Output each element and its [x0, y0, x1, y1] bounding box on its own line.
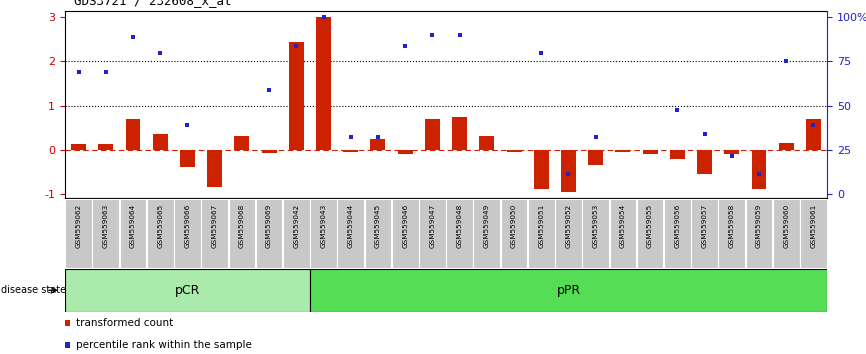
- Bar: [283, 199, 310, 268]
- Text: GSM559043: GSM559043: [320, 204, 326, 248]
- Bar: [664, 199, 691, 268]
- Text: pCR: pCR: [175, 284, 200, 297]
- Bar: [806, 119, 821, 150]
- Bar: [365, 199, 391, 268]
- Bar: [724, 150, 740, 154]
- Bar: [180, 150, 195, 167]
- Bar: [669, 150, 685, 159]
- Text: GSM559045: GSM559045: [375, 204, 381, 248]
- Text: GSM559060: GSM559060: [783, 204, 789, 248]
- Text: GSM559047: GSM559047: [430, 204, 436, 248]
- Text: GSM559063: GSM559063: [103, 204, 109, 248]
- Bar: [65, 199, 92, 268]
- Text: GSM559064: GSM559064: [130, 204, 136, 248]
- Bar: [697, 150, 712, 174]
- Text: transformed count: transformed count: [76, 318, 173, 329]
- Text: disease state: disease state: [1, 285, 66, 295]
- Bar: [310, 199, 337, 268]
- Bar: [255, 199, 282, 268]
- Text: GSM559057: GSM559057: [701, 204, 708, 248]
- Bar: [316, 17, 331, 150]
- Bar: [719, 199, 745, 268]
- Text: GSM559061: GSM559061: [811, 204, 817, 248]
- Bar: [98, 144, 113, 150]
- Bar: [533, 150, 549, 189]
- Bar: [343, 150, 359, 152]
- Text: GSM559052: GSM559052: [565, 204, 572, 248]
- Bar: [174, 199, 201, 268]
- Text: GSM559068: GSM559068: [239, 204, 245, 248]
- Bar: [691, 199, 718, 268]
- Bar: [582, 199, 609, 268]
- Bar: [479, 136, 494, 150]
- Text: GSM559051: GSM559051: [539, 204, 544, 248]
- Bar: [201, 199, 228, 268]
- Bar: [147, 199, 173, 268]
- Bar: [235, 136, 249, 150]
- Text: GSM559050: GSM559050: [511, 204, 517, 248]
- Bar: [752, 150, 766, 189]
- Bar: [391, 199, 418, 268]
- Text: GSM559042: GSM559042: [294, 204, 300, 248]
- Bar: [338, 199, 364, 268]
- Bar: [207, 150, 222, 187]
- Bar: [419, 199, 446, 268]
- Bar: [288, 41, 304, 150]
- Bar: [507, 150, 521, 152]
- Bar: [452, 116, 467, 150]
- Text: GSM559053: GSM559053: [592, 204, 598, 248]
- Bar: [746, 199, 772, 268]
- Text: GSM559056: GSM559056: [675, 204, 681, 248]
- Bar: [637, 199, 663, 268]
- Text: GSM559066: GSM559066: [184, 204, 191, 248]
- Text: percentile rank within the sample: percentile rank within the sample: [76, 339, 252, 350]
- Text: GSM559055: GSM559055: [647, 204, 653, 248]
- Text: GSM559048: GSM559048: [456, 204, 462, 248]
- Text: GDS3721 / 232608_x_at: GDS3721 / 232608_x_at: [74, 0, 231, 7]
- Text: GSM559065: GSM559065: [158, 204, 163, 248]
- Bar: [610, 199, 637, 268]
- Bar: [616, 150, 630, 152]
- Text: GSM559058: GSM559058: [729, 204, 734, 248]
- Bar: [555, 199, 582, 268]
- Bar: [501, 199, 527, 268]
- Bar: [779, 143, 793, 150]
- Text: pPR: pPR: [556, 284, 580, 297]
- Bar: [93, 199, 120, 268]
- Text: GSM559062: GSM559062: [75, 204, 81, 248]
- Bar: [397, 150, 412, 154]
- Text: GSM559069: GSM559069: [266, 204, 272, 248]
- Bar: [643, 150, 657, 154]
- Bar: [474, 199, 501, 268]
- Text: GSM559044: GSM559044: [348, 204, 353, 248]
- Bar: [262, 150, 276, 153]
- Bar: [126, 119, 140, 150]
- Text: GSM559054: GSM559054: [620, 204, 626, 248]
- Bar: [588, 150, 603, 165]
- Bar: [371, 139, 385, 150]
- Bar: [800, 199, 827, 268]
- Bar: [528, 199, 554, 268]
- Bar: [446, 199, 473, 268]
- Bar: [65, 269, 310, 312]
- Text: GSM559059: GSM559059: [756, 204, 762, 248]
- Bar: [229, 199, 255, 268]
- Text: GSM559046: GSM559046: [402, 204, 408, 248]
- Bar: [120, 199, 146, 268]
- Bar: [561, 150, 576, 192]
- Text: GSM559049: GSM559049: [484, 204, 490, 248]
- Text: GSM559067: GSM559067: [211, 204, 217, 248]
- Bar: [425, 119, 440, 150]
- Bar: [152, 134, 168, 150]
- Bar: [71, 144, 86, 150]
- Bar: [772, 199, 799, 268]
- Bar: [310, 269, 827, 312]
